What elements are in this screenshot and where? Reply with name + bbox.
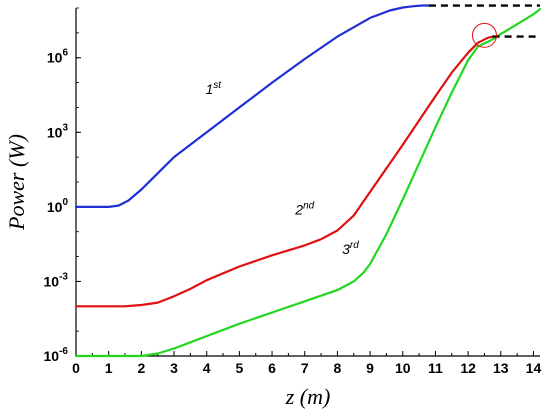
x-tick-label: 5 bbox=[235, 360, 243, 376]
y-tick-label: 103 bbox=[47, 122, 69, 140]
labels-layer: 1st 2nd 3rd bbox=[205, 80, 359, 257]
series-label-3rd: 3rd bbox=[342, 240, 359, 257]
overlay-layer bbox=[428, 4, 540, 48]
x-tick-label: 10 bbox=[395, 360, 411, 376]
x-axis-title: z (m) bbox=[285, 384, 331, 409]
y-axis-title: Power (W) bbox=[4, 134, 29, 231]
x-tick-label: 9 bbox=[366, 360, 374, 376]
series-layer bbox=[74, 4, 542, 358]
series-line-2nd bbox=[74, 35, 494, 308]
x-tick-label: 3 bbox=[170, 360, 178, 376]
x-tick-label: 2 bbox=[137, 360, 145, 376]
y-tick-label: 10-3 bbox=[44, 271, 69, 289]
series-label-1st: 1st bbox=[205, 80, 222, 97]
x-tick-label: 7 bbox=[301, 360, 309, 376]
x-tick-label: 11 bbox=[428, 360, 443, 376]
x-tick-label: 13 bbox=[493, 360, 509, 376]
x-tick-label: 12 bbox=[460, 360, 476, 376]
series-line-1st bbox=[74, 4, 430, 208]
x-tick-label: 0 bbox=[72, 360, 80, 376]
y-tick-label: 100 bbox=[47, 197, 69, 215]
y-tick-label: 10-6 bbox=[44, 346, 69, 364]
x-tick-label: 4 bbox=[203, 360, 211, 376]
x-tick-label: 1 bbox=[105, 360, 113, 376]
x-tick-label: 14 bbox=[526, 360, 542, 376]
series-label-2nd: 2nd bbox=[294, 200, 314, 217]
series-line-3rd bbox=[74, 8, 542, 358]
y-tick-label: 106 bbox=[47, 48, 69, 66]
x-tick-label: 6 bbox=[268, 360, 276, 376]
x-tick-label: 8 bbox=[334, 360, 342, 376]
saturation-highlight-circle bbox=[471, 22, 497, 48]
